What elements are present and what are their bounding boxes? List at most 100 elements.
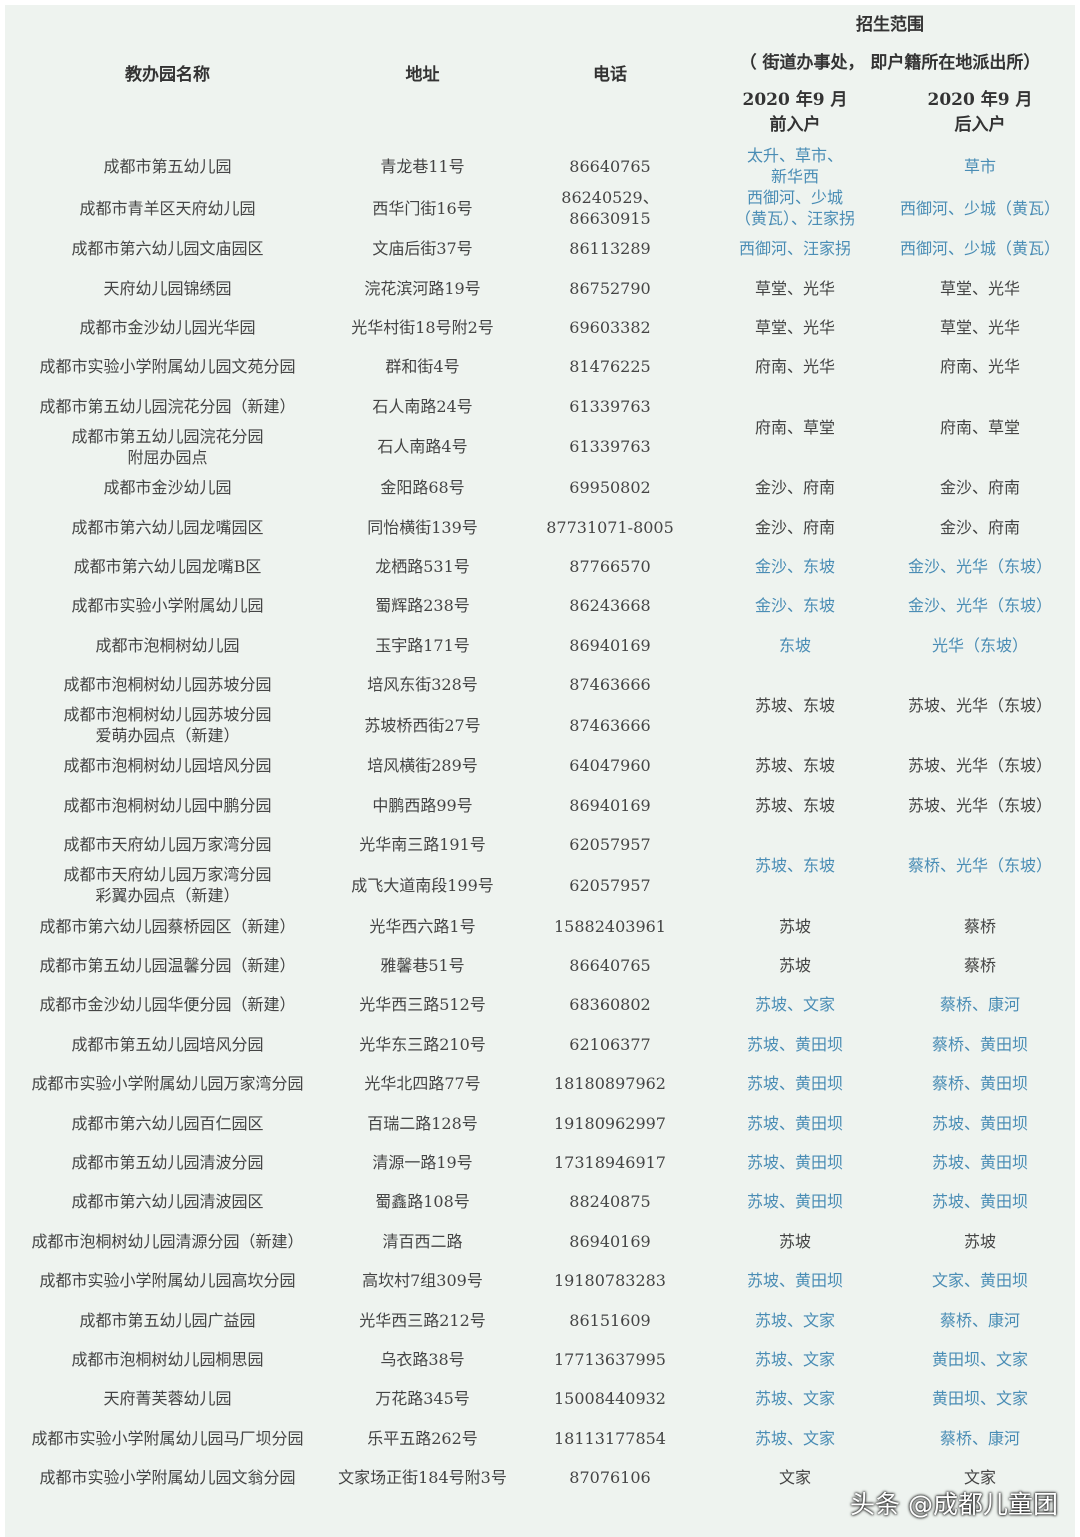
header-scope-sub: （ 街道办事处， 即户籍所在地派出所） [739,52,1041,73]
table-row: 成都市第六幼儿园文庙园区 文庙后街37号 86113289 西御河、汪家拐 西御河、少城… [5,229,1075,268]
cell-address: 同怡横街139号 [367,517,478,537]
table-row: 成都市第五幼儿园 青龙巷11号 86640765 太升、草市、 新华西 草市 [5,145,1075,187]
cell-before: 苏坡、黄田坝 [746,1271,843,1291]
cell-after: 光华（东坡） [931,635,1028,655]
cell-after: 西御河、少城（黄瓦） [899,239,1060,259]
cell-address: 培风横街289号 [367,756,478,776]
cell-address: 光华西三路512号 [359,995,486,1015]
table-row: 成都市第五幼儿园温馨分园（新建） 雅馨巷51号 86640765 苏坡 蔡桥 [5,946,1075,985]
cell-before: 金沙、府南 [754,478,835,498]
table-row: 成都市实验小学附属幼儿园 蜀辉路238号 86243668 金沙、东坡 金沙、光华（东坡… [5,586,1075,625]
cell-name: 成都市实验小学附属幼儿园 [71,596,264,616]
cell-address: 成飞大道南段199号 [351,875,494,895]
table-row: 成都市第六幼儿园蔡桥园区（新建） 光华西六路1号 15882403961 苏坡 蔡桥 [5,906,1075,945]
cell-after: 蔡桥 [963,956,996,976]
cell-phone: 15882403961 [554,916,666,936]
cell-phone: 62057957 [569,835,651,855]
cell-before: 苏坡 [778,1231,811,1251]
cell-address: 西华门街16号 [372,198,473,218]
cell-address: 清源一路19号 [372,1153,473,1172]
table-row: 成都市第五幼儿园浣花分园（新建） 石人南路24号 61339763 府南、草堂 府南、草… [5,387,1075,437]
table-body: 成都市第五幼儿园 青龙巷11号 86640765 太升、草市、 新华西 草市 成都市青羊区… [5,145,1075,1497]
cell-phone: 86940169 [569,635,651,655]
cell-phone: 19180962997 [554,1113,666,1133]
kindergarten-table: 教办园名称 地址 电话 招生范围 （ 街道办事处， 即户籍所在地派出所） 202… [5,5,1075,1497]
cell-address: 苏坡桥西街27号 [364,715,481,735]
cell-before: 文家 [778,1468,811,1488]
cell-after: 金沙、光华（东坡） [907,596,1052,616]
cell-phone: 17318946917 [554,1153,666,1172]
cell-name: 天府幼儿园锦绣园 [103,278,232,298]
table-row: 成都市青羊区天府幼儿园 西华门街16号 86240529、 86630915 西御河、… [5,187,1075,229]
cell-after: 黄田坝、文家 [931,1349,1028,1369]
cell-name: 天府菁芙蓉幼儿园 [103,1389,232,1409]
cell-before: 苏坡、东坡 [754,795,835,815]
cell-address: 蜀辉路238号 [375,596,470,616]
header-before: 2020 年9 月 前入户 [742,90,848,135]
table-row: 成都市泡桐树幼儿园苏坡分园 爱萌办园点（新建） 苏坡桥西街27号 87463666 [5,704,1075,746]
cell-address: 中鹏西路99号 [372,795,473,815]
cell-after: 黄田坝、文家 [931,1389,1028,1409]
cell-after: 苏坡、光华（东坡） [907,696,1052,716]
cell-name: 成都市泡桐树幼儿园苏坡分园 [63,675,272,695]
cell-phone: 18113177854 [554,1428,666,1448]
cell-name: 成都市第六幼儿园百仁园区 [71,1113,264,1133]
cell-address: 光华东三路210号 [359,1034,486,1054]
cell-address: 雅馨巷51号 [380,956,465,976]
cell-phone: 61339763 [569,396,651,416]
table-row: 成都市泡桐树幼儿园桐思园 乌衣路38号 17713637995 苏坡、文家 黄田坝、文家 [5,1340,1075,1379]
cell-before: 苏坡、黄田坝 [746,1153,843,1172]
cell-phone: 88240875 [569,1192,651,1212]
cell-address: 龙栖路531号 [375,556,470,576]
table-row: 成都市泡桐树幼儿园培风分园 培风横街289号 64047960 苏坡、东坡 苏坡、光华（… [5,746,1075,785]
cell-name: 成都市泡桐树幼儿园苏坡分园 爱萌办园点（新建） [63,705,272,746]
cell-after: 苏坡、黄田坝 [931,1113,1028,1133]
cell-address: 光华西六路1号 [369,916,476,936]
cell-phone: 86940169 [569,1231,651,1251]
cell-before: 府南、光华 [754,357,835,377]
cell-address: 玉宇路171号 [375,635,470,655]
cell-name: 成都市实验小学附属幼儿园高坎分园 [39,1271,296,1291]
table-row: 成都市泡桐树幼儿园 玉宇路171号 86940169 东坡 光华（东坡） [5,626,1075,665]
cell-before: 苏坡、黄田坝 [746,1192,843,1212]
cell-phone: 86640765 [569,156,651,176]
cell-before: 苏坡、文家 [754,1349,835,1369]
cell-after: 草市 [963,156,996,176]
cell-phone: 87731071-8005 [546,517,674,537]
cell-name: 成都市第五幼儿园 [103,156,232,176]
cell-before: 苏坡、东坡 [754,756,835,776]
table-row: 成都市泡桐树幼儿园清源分园（新建） 清百西二路 86940169 苏坡 苏坡 [5,1222,1075,1261]
cell-before: 苏坡 [778,956,811,976]
cell-address: 青龙巷11号 [380,156,465,176]
cell-before: 金沙、府南 [754,517,835,537]
header-phone: 电话 [593,64,627,85]
cell-name: 成都市第五幼儿园浣花分园（新建） [39,396,296,416]
table-row: 成都市泡桐树幼儿园中鹏分园 中鹏西路99号 86940169 苏坡、东坡 苏坡、光华（东… [5,786,1075,825]
cell-name: 成都市实验小学附属幼儿园文翁分园 [39,1468,296,1488]
table-row: 成都市金沙幼儿园 金阳路68号 69950802 金沙、府南 金沙、府南 [5,468,1075,507]
cell-name: 成都市实验小学附属幼儿园万家湾分园 [31,1074,304,1094]
cell-phone: 19180783283 [554,1271,666,1291]
cell-after: 苏坡 [963,1231,996,1251]
cell-before: 苏坡、文家 [754,1310,835,1330]
cell-after: 文家、黄田坝 [931,1271,1028,1291]
cell-phone: 18180897962 [554,1074,666,1094]
cell-phone: 87463666 [569,675,651,695]
cell-name: 成都市第五幼儿园浣花分园 附屈办园点 [71,426,264,467]
cell-name: 成都市第五幼儿园培风分园 [71,1034,264,1054]
table-row: 成都市第五幼儿园广益园 光华西三路212号 86151609 苏坡、文家 蔡桥、康河 [5,1300,1075,1339]
table-row: 成都市实验小学附属幼儿园马厂坝分园 乐平五路262号 18113177854 苏坡、文… [5,1419,1075,1458]
cell-name: 成都市第五幼儿园清波分园 [71,1153,264,1172]
cell-phone: 86240529、 86630915 [561,188,659,228]
cell-name: 成都市第六幼儿园文庙园区 [71,239,264,259]
cell-address: 群和街4号 [385,357,460,377]
cell-address: 培风东街328号 [367,675,478,695]
cell-before: 苏坡、东坡 [754,856,835,876]
cell-phone: 87766570 [569,556,651,576]
cell-phone: 86940169 [569,795,651,815]
cell-name: 成都市金沙幼儿园华便分园（新建） [39,995,296,1015]
cell-before: 府南、草堂 [754,417,835,437]
cell-before: 草堂、光华 [754,317,835,337]
table-row: 成都市第六幼儿园清波园区 蜀鑫路108号 88240875 苏坡、黄田坝 苏坡、黄田坝 [5,1182,1075,1221]
cell-name: 成都市天府幼儿园万家湾分园 彩翼办园点（新建） [63,865,272,906]
